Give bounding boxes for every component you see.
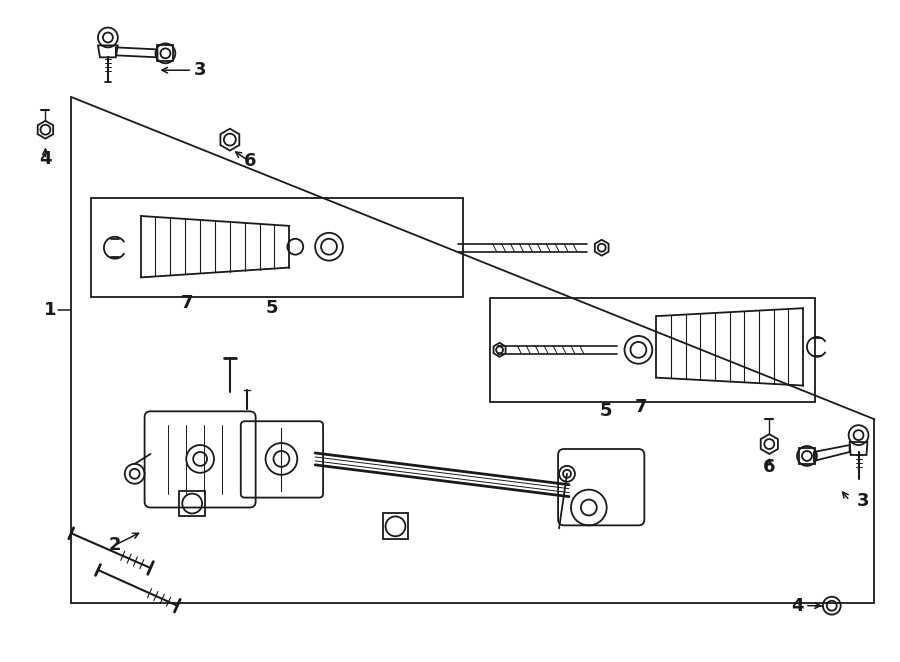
- Text: 5: 5: [266, 299, 278, 317]
- Text: 2: 2: [109, 536, 122, 554]
- Bar: [179, 491, 205, 516]
- Text: 5: 5: [599, 402, 612, 420]
- Text: 7: 7: [635, 399, 648, 416]
- Text: 4: 4: [40, 150, 51, 168]
- Text: 3: 3: [857, 492, 869, 510]
- Text: 6: 6: [243, 152, 256, 170]
- Text: 6: 6: [763, 458, 776, 476]
- Bar: [91, 198, 463, 297]
- Text: 7: 7: [181, 294, 194, 312]
- Text: 4: 4: [791, 596, 804, 615]
- Text: 1: 1: [44, 301, 57, 319]
- Bar: [382, 514, 409, 540]
- Bar: [490, 299, 814, 402]
- Text: 3: 3: [194, 61, 206, 79]
